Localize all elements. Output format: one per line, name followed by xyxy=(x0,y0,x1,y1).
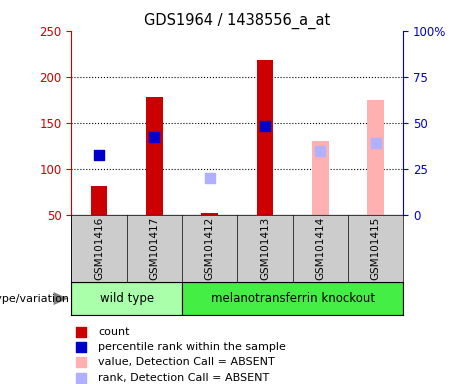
Point xyxy=(317,147,324,154)
Point xyxy=(372,140,379,146)
Text: GSM101415: GSM101415 xyxy=(371,217,381,280)
Title: GDS1964 / 1438556_a_at: GDS1964 / 1438556_a_at xyxy=(144,13,331,29)
Text: genotype/variation: genotype/variation xyxy=(0,293,69,304)
Text: GSM101412: GSM101412 xyxy=(205,217,215,280)
Text: GSM101414: GSM101414 xyxy=(315,217,325,280)
Bar xyxy=(201,213,218,215)
Point xyxy=(78,329,85,335)
Point xyxy=(206,175,213,181)
Point xyxy=(78,375,85,381)
Text: GSM101413: GSM101413 xyxy=(260,217,270,280)
Bar xyxy=(312,141,329,215)
Text: melanotransferrin knockout: melanotransferrin knockout xyxy=(211,292,375,305)
Text: rank, Detection Call = ABSENT: rank, Detection Call = ABSENT xyxy=(98,373,269,383)
Text: GSM101417: GSM101417 xyxy=(149,217,160,280)
Bar xyxy=(91,185,107,215)
Bar xyxy=(146,97,163,215)
Point xyxy=(78,344,85,350)
Text: wild type: wild type xyxy=(100,292,154,305)
Text: value, Detection Call = ABSENT: value, Detection Call = ABSENT xyxy=(98,358,275,367)
Point xyxy=(95,152,103,158)
Point xyxy=(261,122,269,129)
Bar xyxy=(367,100,384,215)
Bar xyxy=(182,282,403,315)
Bar xyxy=(257,60,273,215)
Point xyxy=(151,134,158,140)
Text: percentile rank within the sample: percentile rank within the sample xyxy=(98,342,286,352)
Text: count: count xyxy=(98,327,130,337)
Text: GSM101416: GSM101416 xyxy=(94,217,104,280)
Polygon shape xyxy=(53,292,68,305)
Bar xyxy=(71,282,182,315)
Point xyxy=(78,359,85,366)
